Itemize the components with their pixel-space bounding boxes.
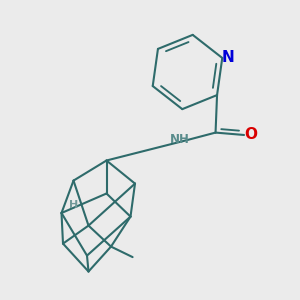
Text: O: O <box>244 127 257 142</box>
Text: N: N <box>221 50 234 65</box>
Text: H: H <box>70 200 79 210</box>
Text: NH: NH <box>169 133 190 146</box>
